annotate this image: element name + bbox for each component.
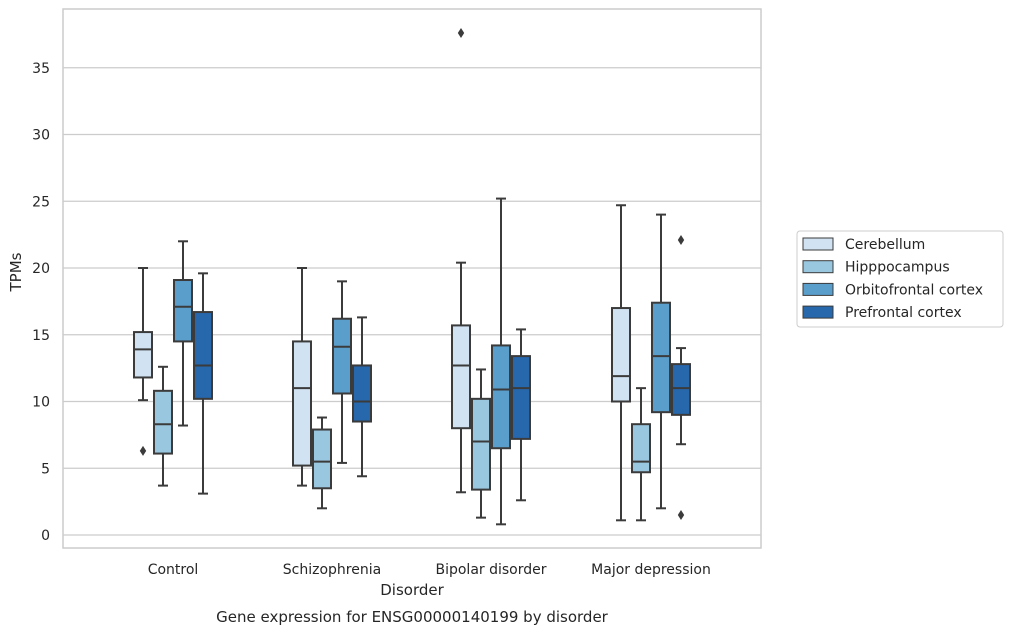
- outlier-point: [139, 445, 147, 456]
- box-orbitofrontal-cortex-schizophrenia: [332, 280, 352, 464]
- box-orbitofrontal-cortex-bipolar-disorder: [491, 197, 511, 526]
- legend-swatch-cerebellum: [802, 237, 834, 251]
- y-tick-20: 20: [32, 261, 50, 277]
- x-tick-labels: Control Schizophrenia Bipolar disorder Majo…: [148, 562, 711, 578]
- box-iqr: [471, 397, 491, 491]
- box-hipppocampus-control: [153, 365, 173, 487]
- box-iqr: [173, 279, 193, 343]
- y-axis-title: TPMs: [7, 252, 25, 292]
- box-iqr: [651, 301, 671, 414]
- y-tick-35: 35: [32, 61, 50, 77]
- outlier-point: [677, 509, 685, 520]
- grid-lines: [63, 67, 761, 536]
- box-iqr: [312, 428, 332, 490]
- box-iqr: [611, 307, 631, 403]
- box-prefrontal-cortex-schizophrenia: [352, 316, 372, 478]
- legend-swatch-hipppocampus: [802, 260, 834, 274]
- box-iqr: [332, 317, 352, 395]
- box-cerebellum-schizophrenia: [292, 267, 312, 487]
- x-axis-title: Disorder: [380, 581, 444, 599]
- x-tick-major-depression: Major depression: [591, 562, 711, 578]
- y-tick-labels: 0 5 10 15 20 25 30 35: [32, 61, 50, 544]
- y-tick-0: 0: [41, 528, 50, 544]
- box-iqr: [292, 340, 312, 467]
- outlier-point: [677, 234, 685, 245]
- legend-label-hipppocampus: Hipppocampus: [845, 260, 950, 276]
- box-prefrontal-cortex-control: [193, 272, 213, 495]
- box-groups: [133, 28, 691, 526]
- box-cerebellum-major-depression: [611, 204, 631, 522]
- box-iqr: [511, 355, 531, 440]
- y-tick-15: 15: [32, 328, 50, 344]
- x-tick-schizophrenia: Schizophrenia: [283, 562, 381, 578]
- box-hipppocampus-major-depression: [631, 387, 651, 522]
- box-iqr: [671, 363, 691, 416]
- plot-frame: [62, 8, 762, 549]
- box-iqr: [153, 389, 173, 455]
- x-tick-control: Control: [148, 562, 199, 578]
- y-tick-30: 30: [32, 128, 50, 144]
- y-tick-5: 5: [41, 461, 50, 477]
- box-iqr: [133, 331, 153, 379]
- box-iqr: [193, 311, 213, 400]
- legend-swatch-orbitofrontal-cortex: [802, 282, 834, 296]
- box-orbitofrontal-cortex-major-depression: [651, 213, 671, 510]
- legend-label-orbitofrontal-cortex: Orbitofrontal cortex: [845, 282, 983, 298]
- box-orbitofrontal-cortex-control: [173, 240, 193, 427]
- box-prefrontal-cortex-major-depression: [671, 234, 691, 520]
- box-iqr: [491, 344, 511, 450]
- box-hipppocampus-schizophrenia: [312, 416, 332, 510]
- legend-label-cerebellum: Cerebellum: [845, 237, 925, 253]
- box-iqr: [451, 324, 471, 430]
- legend-label-prefrontal-cortex: Prefrontal cortex: [845, 305, 962, 321]
- y-tick-10: 10: [32, 395, 50, 411]
- box-cerebellum-control: [133, 267, 153, 456]
- box-prefrontal-cortex-bipolar-disorder: [511, 328, 531, 502]
- legend-frame: [796, 230, 1004, 328]
- box-cerebellum-bipolar-disorder: [451, 28, 471, 494]
- box-iqr: [631, 423, 651, 474]
- box-iqr: [352, 364, 372, 423]
- outlier-point: [457, 28, 465, 39]
- x-tick-bipolar-disorder: Bipolar disorder: [435, 562, 546, 578]
- legend: Cerebellum Hipppocampus Orbitofrontal cort…: [796, 230, 1004, 328]
- box-hipppocampus-bipolar-disorder: [471, 368, 491, 519]
- y-tick-25: 25: [32, 194, 50, 210]
- chart-caption: Gene expression for ENSG00000140199 by d…: [216, 608, 609, 626]
- legend-swatch-prefrontal-cortex: [802, 305, 834, 319]
